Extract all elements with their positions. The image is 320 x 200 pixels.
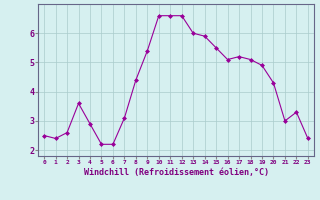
X-axis label: Windchill (Refroidissement éolien,°C): Windchill (Refroidissement éolien,°C) xyxy=(84,168,268,177)
